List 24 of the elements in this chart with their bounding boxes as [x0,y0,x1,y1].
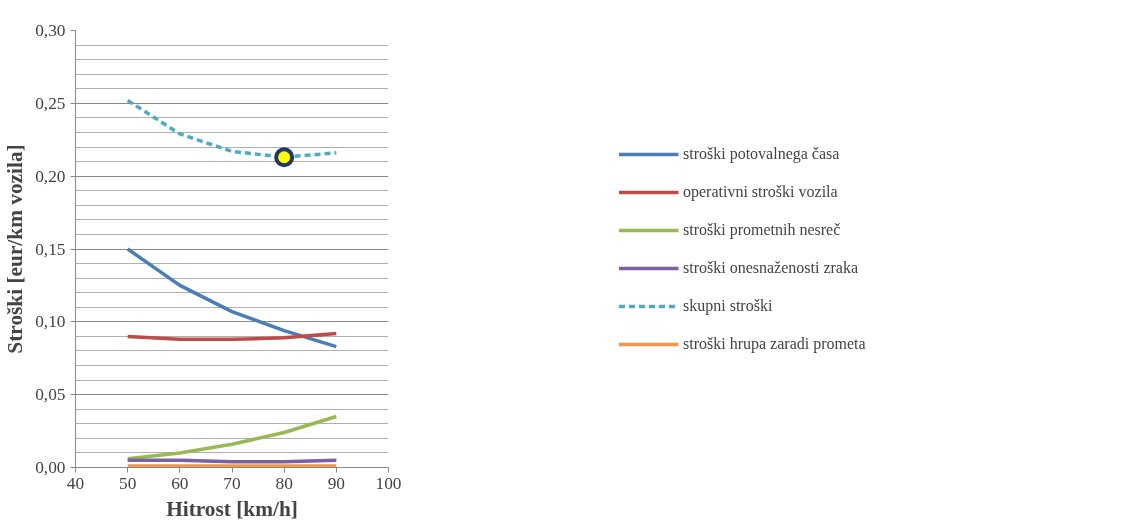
y-tick-label: 0,05 [35,385,66,405]
y-tick-label: 0,30 [35,21,66,40]
legend-label: stroški prometnih nesreč [683,220,842,239]
x-tick-label: 50 [119,473,137,493]
x-tick-label: 40 [66,473,85,493]
legend-label: stroški onesnaženosti zraka [683,258,860,277]
legend-label: skupni stroški [683,296,774,315]
x-tick-label: 70 [223,473,241,493]
x-tick-label: 80 [275,473,293,493]
legend-label: stroški hrupa zaradi prometa [683,334,867,353]
legend-label: stroški potovalnega časa [683,144,841,163]
x-tick-label: 100 [375,473,402,493]
line-series [125,414,339,461]
x-tick-label: 90 [327,473,345,493]
x-tick-label: 60 [171,473,189,493]
y-tick-label: 0,15 [35,239,66,259]
legend-label: operativni stroški vozila [683,182,839,201]
y-axis-title: Stroški [eur/km vozila] [3,144,28,354]
y-tick-label: 0,10 [35,312,66,332]
y-tick-label: 0,25 [35,93,66,113]
y-tick-label: 0,00 [35,458,66,477]
line-series [125,247,339,349]
x-axis-title: Hitrost [km/h] [166,496,298,521]
y-tick-label: 0,20 [35,166,66,186]
